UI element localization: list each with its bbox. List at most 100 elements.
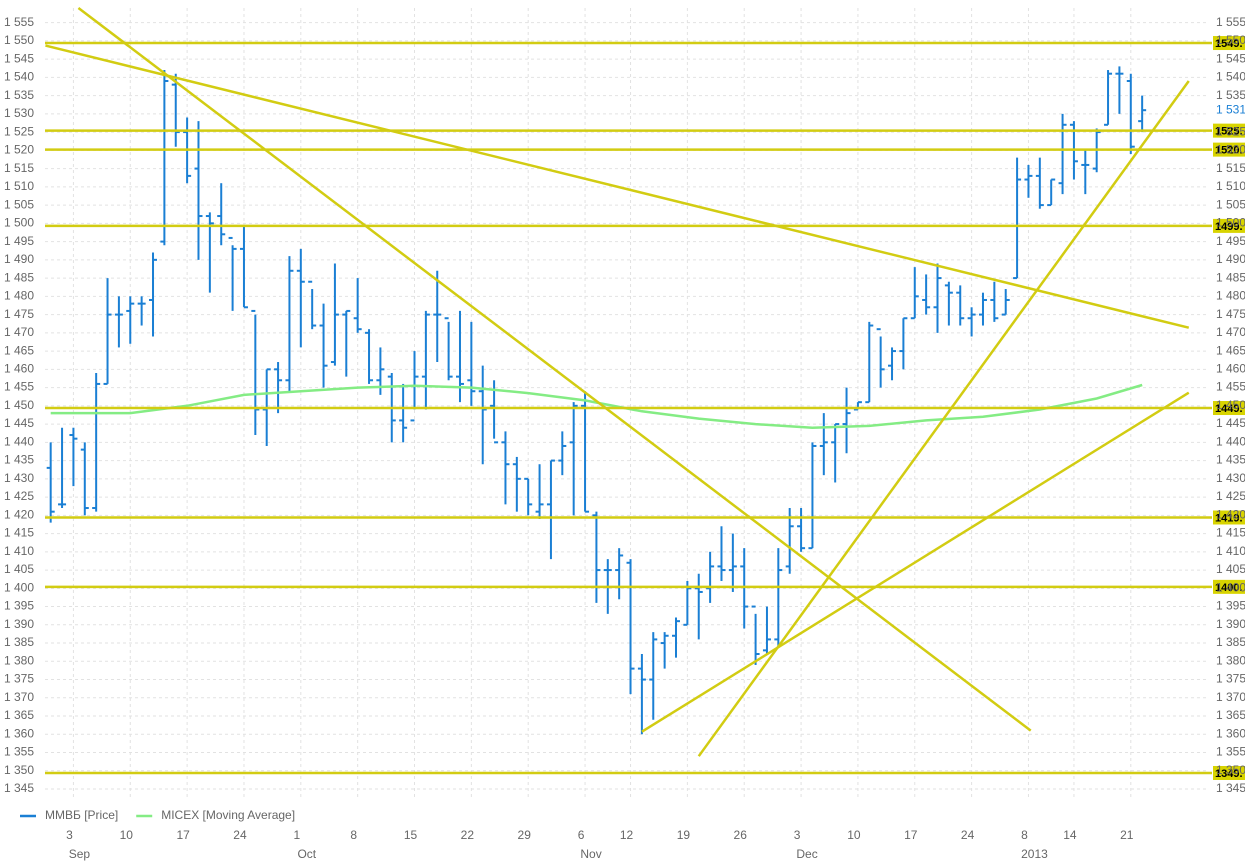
- x-tick-label: 10: [120, 828, 134, 842]
- y2-tick-label: 1 400: [1216, 580, 1245, 594]
- x-month-label: Nov: [580, 847, 601, 861]
- y-tick-label: 1 390: [4, 617, 34, 631]
- y-tick-label: 1 465: [4, 343, 34, 357]
- legend-label: ММВБ [Price]: [45, 808, 118, 822]
- y-tick-label: 1 475: [4, 307, 34, 321]
- level-label-bg: [1213, 142, 1245, 157]
- trend-line: [697, 80, 1190, 757]
- ohlc-bar: [581, 391, 590, 513]
- y2-tick-label: 1 455: [1216, 380, 1245, 394]
- y-tick-label: 1 350: [4, 763, 34, 777]
- y-tick-label: 1 520: [4, 143, 34, 157]
- level-label-bg: [1213, 123, 1245, 138]
- ohlc-bar: [899, 317, 908, 370]
- level-label: 1525.: [1215, 126, 1243, 138]
- y-tick-label: 1 505: [4, 197, 34, 211]
- ohlc-bar: [717, 526, 726, 582]
- level-label: 1449.: [1215, 403, 1243, 415]
- y-tick-label: 1 550: [4, 33, 34, 47]
- level-label: 1520.: [1215, 145, 1243, 157]
- y-tick-label: 1 355: [4, 745, 34, 759]
- ohlc-bar: [956, 285, 965, 326]
- ohlc-bar: [626, 559, 635, 695]
- y2-tick-label: 1 385: [1216, 635, 1245, 649]
- ohlc-bar: [342, 309, 351, 377]
- ohlc-bar: [137, 296, 146, 326]
- ohlc-bar: [569, 402, 578, 516]
- overlays: 1549. 1525. 1520. 1499. 1449. 1419. 1400. 1349.: [45, 7, 1245, 780]
- ohlc-bar: [1058, 113, 1067, 195]
- y-tick-label: 1 430: [4, 471, 34, 485]
- ohlc-bar: [171, 73, 180, 147]
- y2-tick-label: 1 495: [1216, 234, 1245, 248]
- y-tick-label: 1 400: [4, 580, 34, 594]
- y-tick-label: 1 435: [4, 453, 34, 467]
- level-label: 1549.: [1215, 38, 1243, 50]
- x-tick-label: 6: [578, 828, 585, 842]
- x-tick-label: 26: [734, 828, 748, 842]
- y2-tick-label: 1 515: [1216, 161, 1245, 175]
- ohlc-bar: [978, 292, 987, 326]
- y-tick-label: 1 515: [4, 161, 34, 175]
- ohlc-bar: [410, 351, 419, 422]
- x-tick-label: 24: [961, 828, 975, 842]
- y2-tick-label: 1 545: [1216, 51, 1245, 65]
- ohlc-bar: [512, 456, 521, 512]
- ohlc-bar: [1104, 70, 1113, 126]
- ohlc-bar: [535, 464, 544, 519]
- y-tick-label: 1 360: [4, 726, 34, 740]
- ohlc-bar: [399, 383, 408, 443]
- ohlc-bar: [922, 274, 931, 315]
- ohlc-bar: [285, 256, 294, 392]
- ohlc-bar: [808, 442, 817, 550]
- legend-label: MICEX [Moving Average]: [161, 808, 295, 822]
- ohlc-bar: [706, 551, 715, 603]
- y-tick-label: 1 485: [4, 270, 34, 284]
- y2-tick-label: 1 555: [1216, 15, 1245, 29]
- y-tick-label: 1 345: [4, 781, 34, 795]
- ohlc-bar: [774, 548, 783, 647]
- data: [46, 66, 1147, 735]
- ohlc-bar: [353, 278, 362, 333]
- ohlc-bar: [1001, 289, 1010, 316]
- x-tick-label: 15: [404, 828, 418, 842]
- ohlc-bar: [69, 427, 78, 487]
- ohlc-bar: [308, 280, 317, 330]
- y2-tick-label: 1 425: [1216, 489, 1245, 503]
- y2-tick-label: 1 355: [1216, 745, 1245, 759]
- y2-tick-label: 1 415: [1216, 526, 1245, 540]
- y2-tick-label: 1 420: [1216, 507, 1245, 521]
- y2-tick-label: 1 550: [1216, 33, 1245, 47]
- y2-tick-label: 1 405: [1216, 562, 1245, 576]
- ohlc-bar: [1013, 157, 1022, 280]
- grid: [45, 8, 1207, 800]
- y-tick-label: 1 425: [4, 489, 34, 503]
- y-tick-label: 1 530: [4, 106, 34, 120]
- y2-tick-label: 1 410: [1216, 544, 1245, 558]
- ohlc-bar: [876, 328, 885, 388]
- ohlc-bar: [865, 321, 874, 404]
- y-tick-label: 1 410: [4, 544, 34, 558]
- x-tick-label: 3: [66, 828, 73, 842]
- x-tick-label: 29: [518, 828, 532, 842]
- y2-tick-label: 1 500: [1216, 216, 1245, 230]
- ohlc-bar: [194, 121, 203, 260]
- ohlc-bar: [558, 431, 567, 476]
- ohlc-bar: [728, 533, 737, 592]
- ohlc-bar: [478, 365, 487, 465]
- x-month-label: Oct: [297, 847, 316, 861]
- y2-tick-label: 1 390: [1216, 617, 1245, 631]
- x-month-label: Dec: [796, 847, 817, 861]
- level-label: 1419.: [1215, 512, 1243, 524]
- y2-tick-label: 1 540: [1216, 70, 1245, 84]
- level-label-bg: [1213, 510, 1245, 525]
- ohlc-bar: [615, 548, 624, 600]
- ohlc-bar: [1047, 178, 1056, 207]
- ohlc-bar: [819, 413, 828, 476]
- y-tick-label: 1 450: [4, 398, 34, 412]
- last-price-bg: [1213, 103, 1245, 118]
- x-tick-label: 19: [677, 828, 691, 842]
- level-label-bg: [1213, 218, 1245, 233]
- ohlc-bar: [228, 236, 237, 311]
